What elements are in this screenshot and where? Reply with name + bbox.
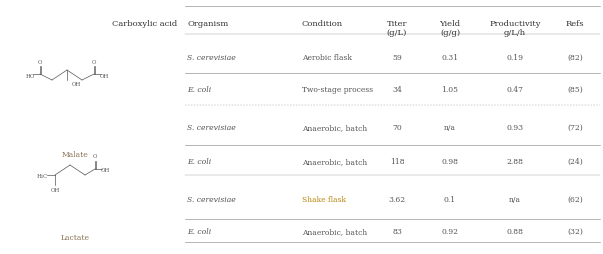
Text: 34: 34 xyxy=(392,86,402,94)
Text: 118: 118 xyxy=(390,158,405,166)
Text: S. cerevisiae: S. cerevisiae xyxy=(187,196,236,204)
Text: n/a: n/a xyxy=(444,124,456,132)
Text: 83: 83 xyxy=(392,228,402,236)
Text: Productivity
g/L/h: Productivity g/L/h xyxy=(489,20,541,37)
Text: Anaerobic, batch: Anaerobic, batch xyxy=(302,228,367,236)
Text: Lactate: Lactate xyxy=(60,234,89,242)
Text: 0.98: 0.98 xyxy=(441,158,458,166)
Text: Anaerobic, batch: Anaerobic, batch xyxy=(302,158,367,166)
Text: Anaerobic, batch: Anaerobic, batch xyxy=(302,124,367,132)
Text: n/a: n/a xyxy=(509,196,521,204)
Text: 1.05: 1.05 xyxy=(441,86,458,94)
Text: E. coli: E. coli xyxy=(187,228,211,236)
Text: (32): (32) xyxy=(567,228,583,236)
Text: 0.19: 0.19 xyxy=(507,54,523,62)
Text: S. cerevisiae: S. cerevisiae xyxy=(187,124,236,132)
Text: HO: HO xyxy=(25,73,34,78)
Text: OH: OH xyxy=(100,168,110,173)
Text: O: O xyxy=(38,59,42,65)
Text: Condition: Condition xyxy=(302,20,343,28)
Text: 0.88: 0.88 xyxy=(507,228,523,236)
Text: E. coli: E. coli xyxy=(187,86,211,94)
Text: (62): (62) xyxy=(567,196,583,204)
Text: E. coli: E. coli xyxy=(187,158,211,166)
Text: 3.62: 3.62 xyxy=(388,196,406,204)
Text: O: O xyxy=(92,59,96,65)
Text: Organism: Organism xyxy=(187,20,229,28)
Text: Aerobic flask: Aerobic flask xyxy=(302,54,352,62)
Text: (82): (82) xyxy=(567,54,583,62)
Text: (72): (72) xyxy=(567,124,583,132)
Text: 2.88: 2.88 xyxy=(507,158,523,166)
Text: 59: 59 xyxy=(392,54,402,62)
Text: Yield
(g/g): Yield (g/g) xyxy=(440,20,461,37)
Text: 70: 70 xyxy=(392,124,402,132)
Text: H₃C: H₃C xyxy=(36,174,48,180)
Text: OH: OH xyxy=(51,188,60,194)
Text: 0.93: 0.93 xyxy=(507,124,523,132)
Text: 0.92: 0.92 xyxy=(441,228,458,236)
Text: Carboxylic acid: Carboxylic acid xyxy=(112,20,177,28)
Text: Malate: Malate xyxy=(62,151,89,159)
Text: 0.31: 0.31 xyxy=(441,54,458,62)
Text: 0.1: 0.1 xyxy=(444,196,456,204)
Text: S. cerevisiae: S. cerevisiae xyxy=(187,54,236,62)
Text: 0.47: 0.47 xyxy=(507,86,523,94)
Text: Two-stage process: Two-stage process xyxy=(302,86,373,94)
Text: OH: OH xyxy=(99,73,109,78)
Text: O: O xyxy=(93,154,97,160)
Text: OH: OH xyxy=(71,82,81,87)
Text: Titer
(g/L): Titer (g/L) xyxy=(387,20,407,37)
Text: (85): (85) xyxy=(567,86,583,94)
Text: Shake flask: Shake flask xyxy=(302,196,346,204)
Text: Refs: Refs xyxy=(566,20,584,28)
Text: (24): (24) xyxy=(567,158,583,166)
